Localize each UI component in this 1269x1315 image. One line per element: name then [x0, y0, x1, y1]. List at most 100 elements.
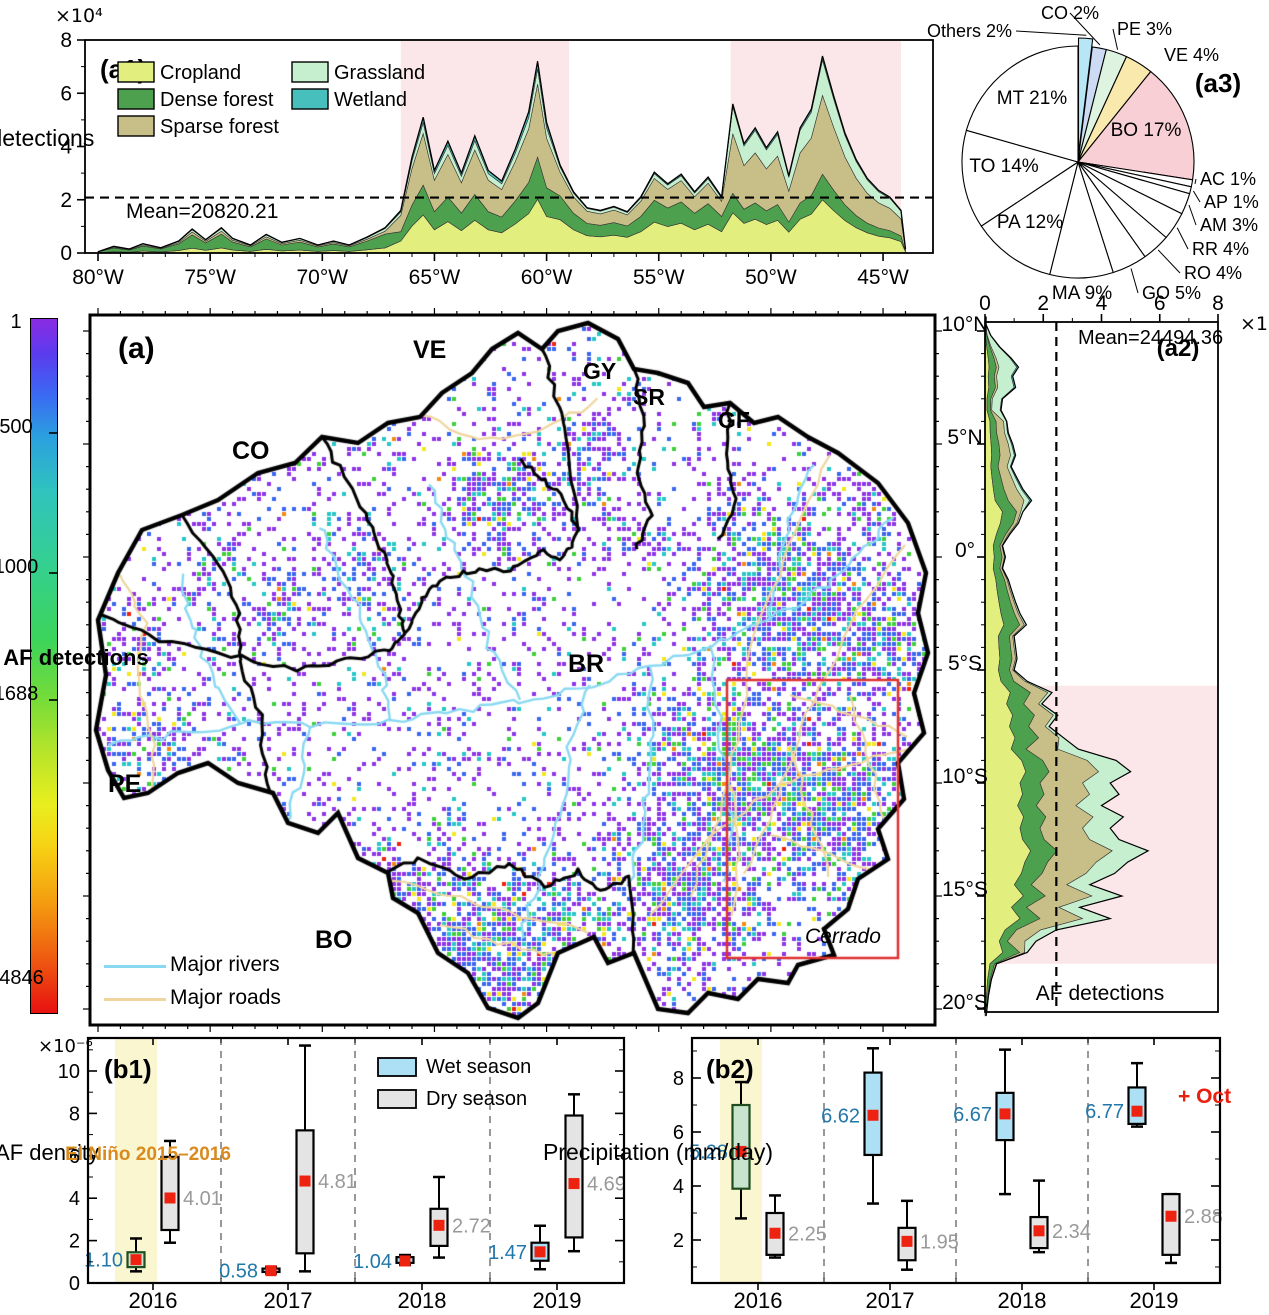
a1-tag: (a1): [100, 54, 146, 84]
panel-b1-year: 2016: [129, 1288, 178, 1313]
panel-b2-wet-value: 6.77: [1085, 1101, 1124, 1123]
a2-xtick: 6: [1154, 292, 1166, 315]
panel-a3: Others 2% CO 2% PE 3% VE 4% BO 17% AC 1% AP 1%…: [927, 3, 1259, 304]
pie-slice-GO: [1077, 161, 1146, 274]
a1-layer-Wetland: [97, 55, 906, 252]
a1-xtick: 80°W: [72, 266, 124, 289]
panel-b1-wet-value: 0.58: [219, 1261, 258, 1283]
a2-scale: ×10⁴: [1240, 313, 1269, 335]
pie-slice-MA: [1049, 159, 1114, 279]
b2-ytick: 8: [673, 1068, 684, 1090]
af-detections-colorbar: [30, 318, 58, 1014]
b1-ytick: 8: [69, 1103, 80, 1125]
a1-layer-Grassland: [97, 59, 906, 252]
a1-legend-label: Wetland: [334, 89, 407, 111]
pie-label-GO: GO 5%: [1142, 283, 1201, 303]
a2-lat-tick: 10°S: [942, 765, 988, 788]
pie-label-AM: AM 3%: [1200, 215, 1258, 235]
a1-xtick: 70°W: [297, 266, 349, 289]
panel-b2-year: 2019: [1130, 1288, 1179, 1313]
a2-lat-tick: 5°S: [948, 652, 982, 675]
b1-legend-wet: Wet season: [426, 1056, 531, 1078]
panel-b1-wet-value: 1.10: [84, 1250, 123, 1272]
panel-b1-year: 2018: [398, 1288, 447, 1313]
b2-ytick: 4: [673, 1176, 684, 1198]
pie-slice-Others: [1077, 37, 1094, 155]
a2-lat-tick: 0°: [955, 539, 975, 562]
a1-total-outline: [97, 55, 907, 253]
b2-ytick: 6: [673, 1122, 684, 1144]
panel-b1-dry-value: 4.81: [318, 1171, 357, 1193]
a2-layer-Cropland: [984, 324, 1032, 1017]
panel-a1: 80°W 75°W 70°W 65°W 60°W 55°W 50°W 45°W 0 2 4 6 8×10…: [0, 5, 934, 289]
pie-label-RO: RO 4%: [1184, 263, 1242, 283]
b1-ytick: 4: [69, 1188, 80, 1210]
a2-layer-Dense forest: [984, 323, 1058, 1017]
a1-ytick: 4: [60, 136, 72, 159]
a1-xtick: 75°W: [184, 266, 236, 289]
colorbar-tick: 1: [10, 311, 21, 333]
a2-total-outline: [985, 323, 1150, 1016]
a2-layer-Wetland: [985, 324, 1149, 1016]
b2-tag: (b2): [706, 1054, 754, 1084]
pie-label-TO: TO 14%: [969, 156, 1038, 177]
a2-tag: (a2): [1157, 335, 1200, 362]
pie-label-VE: VE 4%: [1164, 45, 1219, 65]
a1-ylabel: AF detections: [0, 125, 94, 151]
a1-layer-Dense forest: [97, 156, 906, 254]
pie-slice-PE: [1077, 48, 1128, 163]
a2-layer-Grassland: [984, 323, 1149, 1016]
panel-b2-year: 2017: [866, 1288, 915, 1313]
a1-legend-label: Cropland: [160, 62, 241, 84]
a1-legend-label: Sparse forest: [160, 116, 279, 138]
panel-b1-wet-value: 1.47: [488, 1242, 527, 1264]
a2-lat-tick: 5°N: [947, 426, 982, 449]
panel-b1: 1.10 4.01 2016 0.58 4.81 2017 1.04 2.72 2018 1.47…: [0, 1036, 626, 1313]
panel-b2-dry-value: 2.34: [1052, 1221, 1091, 1243]
a1-ytick: 0: [60, 242, 72, 265]
b1-legend-dry: Dry season: [426, 1088, 527, 1110]
b1-scale: ×10⁻⁶: [38, 1036, 93, 1057]
pie-label-PA: PA 12%: [997, 212, 1063, 233]
panel-b1-year: 2019: [533, 1288, 582, 1313]
pie-slice-RO: [1077, 161, 1167, 258]
b1-ylabel: MSI AF density: [0, 1140, 99, 1165]
a1-mean-label: Mean=20820.21: [126, 200, 278, 223]
panel-b2: 5.28 2.25 2016 6.62 1.95 2017 6.67 2.34 2018 6.77…: [543, 1036, 1231, 1313]
b2-ylabel: Precipitation (mm/day): [543, 1139, 773, 1165]
a1-xtick: 45°W: [857, 266, 909, 289]
pie-label-AC: AC 1%: [1200, 169, 1256, 189]
a1-scale: ×10⁴: [55, 5, 103, 27]
a2-xtick: 8: [1212, 292, 1224, 315]
pie-label-MT: MT 21%: [997, 88, 1068, 109]
a1-ytick: 8: [60, 29, 72, 52]
panel-b2-year: 2018: [998, 1288, 1047, 1313]
a1-xtick: 50°W: [745, 266, 797, 289]
panel-b1-wet-value: 1.04: [353, 1251, 392, 1273]
a1-layer-Sparse forest: [97, 84, 906, 253]
panel-b2-year: 2016: [734, 1288, 783, 1313]
pie-slice-MT: [965, 45, 1079, 163]
pie-slice-VE: [1077, 55, 1152, 163]
pie-label-CO: CO 2%: [1041, 3, 1099, 23]
pie-slice-AM: [1077, 161, 1191, 215]
panel-b2-dry-value: 2.88: [1184, 1206, 1223, 1228]
pie-slice-BO: [1076, 70, 1195, 181]
panel-b2-wet-value: 6.62: [821, 1105, 860, 1127]
b2-ytick: 2: [673, 1230, 684, 1252]
b1-ytick: 2: [69, 1231, 80, 1253]
panel-b2-dry-value: 1.95: [920, 1231, 959, 1253]
pie-label-Others: Others 2%: [927, 21, 1012, 41]
panel-b2-dry-value: 2.25: [788, 1223, 827, 1245]
pie-label-AP: AP 1%: [1204, 192, 1259, 212]
pie-slice-TO: [961, 129, 1080, 227]
a2-lat-tick: 10°N: [942, 313, 989, 336]
pie-slice-AP: [1077, 161, 1192, 195]
pie-slice-PA: [980, 160, 1079, 276]
a3-tag: (a3): [1195, 68, 1241, 98]
a2-lat-tick: 15°S: [942, 878, 988, 901]
panel-b2-wet-value: 5.28: [689, 1141, 728, 1163]
panel-b1-dry-value: 4.01: [183, 1188, 222, 1210]
a2-xtick: 0: [979, 292, 991, 315]
b1-elnino: El Niño 2015–2016: [65, 1144, 231, 1165]
